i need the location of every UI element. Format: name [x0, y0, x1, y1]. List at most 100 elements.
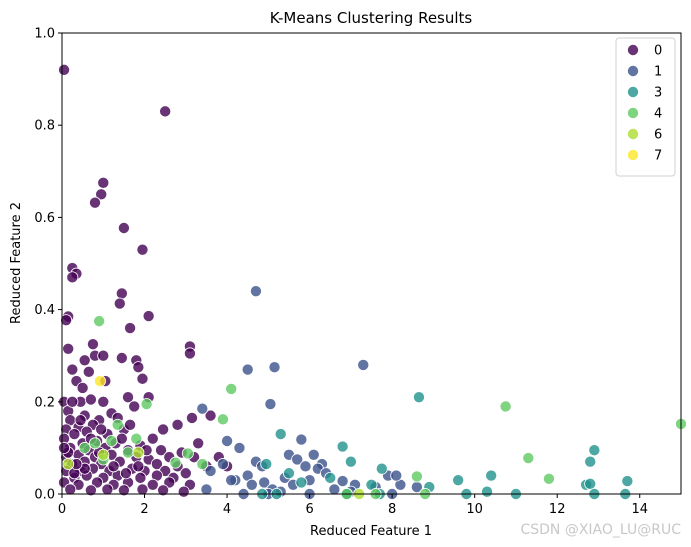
y-tick-label: 0.4: [34, 303, 55, 318]
data-point: [584, 455, 597, 468]
data-point: [542, 472, 555, 485]
data-point: [86, 338, 99, 351]
data-point: [157, 423, 170, 436]
legend-label: 1: [654, 65, 662, 80]
data-point: [62, 458, 75, 471]
data-point: [163, 476, 176, 489]
data-point: [216, 413, 229, 426]
data-point: [390, 469, 403, 482]
data-point: [136, 243, 149, 256]
data-point: [225, 382, 238, 395]
data-point: [621, 475, 634, 488]
data-point: [336, 475, 349, 488]
y-tick-label: 1.0: [34, 27, 55, 42]
legend: 0 1 3 4 6 7: [615, 37, 676, 177]
data-point: [146, 432, 159, 445]
data-point: [128, 400, 141, 413]
data-point: [157, 484, 170, 497]
data-point: [245, 478, 258, 491]
data-point: [249, 285, 262, 298]
data-point: [140, 398, 153, 411]
data-point: [84, 484, 97, 497]
data-point: [78, 354, 91, 367]
data-point: [130, 432, 143, 445]
x-tick-label: 4: [223, 502, 231, 517]
data-point: [192, 437, 205, 450]
x-tick-label: 0: [58, 502, 66, 517]
data-point: [66, 395, 79, 408]
data-point: [89, 437, 102, 450]
x-tick-label: 12: [549, 502, 566, 517]
data-point: [132, 361, 145, 374]
data-point: [97, 349, 110, 362]
data-point: [588, 444, 601, 457]
data-point: [185, 411, 198, 424]
data-point: [105, 434, 118, 447]
y-axis: 0.0 0.2 0.4 0.6 0.8 1.0: [34, 27, 62, 503]
legend-label: 3: [654, 86, 662, 101]
legend-label: 0: [654, 44, 662, 59]
data-point: [122, 391, 135, 404]
data-point: [134, 471, 147, 484]
data-point: [82, 365, 95, 378]
data-point: [181, 447, 194, 460]
data-point: [146, 478, 159, 491]
data-point: [499, 400, 512, 413]
data-point: [410, 470, 423, 483]
data-point: [282, 467, 295, 480]
data-point: [97, 448, 110, 461]
data-point: [101, 483, 114, 496]
data-point: [62, 342, 75, 355]
data-point: [117, 221, 130, 234]
plot-area-frame: [61, 32, 682, 495]
data-point: [307, 448, 320, 461]
x-axis-label: Reduced Feature 1: [310, 524, 432, 539]
y-tick-label: 0.2: [34, 395, 55, 410]
data-point: [78, 441, 91, 454]
data-point: [91, 476, 104, 489]
data-point: [97, 176, 110, 189]
data-point: [258, 476, 271, 489]
chart-title: K-Means Clustering Results: [270, 9, 473, 27]
data-point: [221, 434, 234, 447]
data-point: [66, 363, 79, 376]
data-point: [196, 402, 209, 415]
data-point: [299, 460, 312, 473]
legend-marker: [627, 127, 640, 140]
data-point: [291, 453, 304, 466]
data-point: [74, 414, 87, 427]
data-point: [452, 474, 465, 487]
data-point: [324, 471, 337, 484]
data-point: [260, 458, 273, 471]
data-point: [155, 444, 168, 457]
data-point: [132, 460, 145, 473]
legend-label: 4: [654, 107, 662, 122]
data-point: [584, 477, 597, 490]
points-layer: [58, 63, 688, 500]
data-point: [119, 467, 132, 480]
data-point: [60, 314, 73, 327]
data-point: [84, 393, 97, 406]
legend-marker: [627, 86, 640, 99]
data-point: [204, 409, 217, 422]
data-point: [136, 372, 149, 385]
legend-label: 7: [654, 149, 662, 164]
data-point: [169, 456, 182, 469]
x-tick-label: 8: [388, 502, 396, 517]
data-point: [93, 315, 106, 328]
data-point: [485, 469, 498, 482]
data-point: [268, 361, 281, 374]
data-point: [328, 483, 341, 496]
data-point: [117, 484, 130, 497]
data-point: [171, 418, 184, 431]
data-point: [97, 395, 110, 408]
data-point: [295, 433, 308, 446]
data-point: [107, 460, 120, 473]
x-tick-label: 10: [466, 502, 483, 517]
data-point: [76, 381, 89, 394]
data-point: [159, 105, 172, 118]
series-7: [93, 375, 106, 388]
data-point: [375, 462, 388, 475]
y-tick-label: 0.0: [34, 488, 55, 503]
